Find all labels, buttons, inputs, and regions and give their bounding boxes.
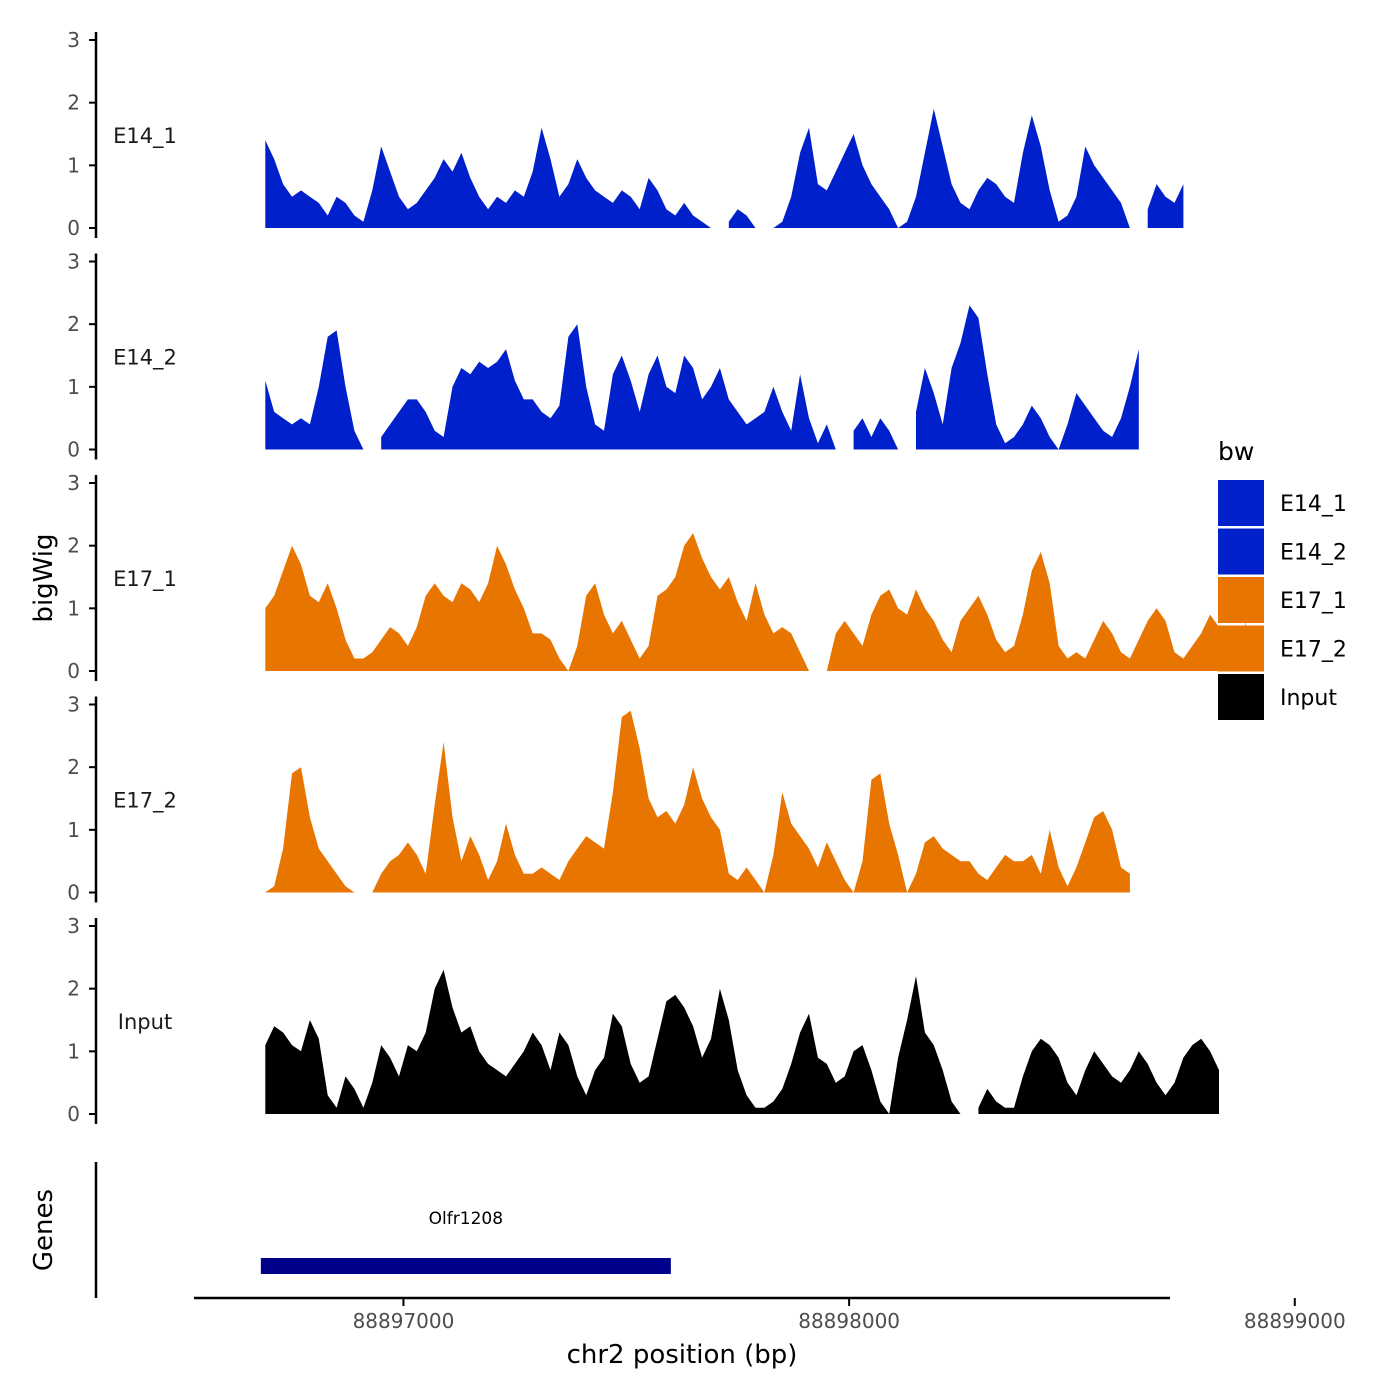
- signal-tracks: 0 1 2 3 E14_1 0 1 2 3 E14_2 0 1 2 3 E17_1 0 1 2 3 E17_2 0 1 2 3…: [67, 28, 1246, 1126]
- signal-area-E14_1: [728, 209, 756, 228]
- y-tick-label: 1: [67, 596, 80, 620]
- y-tick-label: 3: [67, 250, 80, 274]
- y-tick-label: 3: [67, 914, 80, 938]
- y-tick-label: 1: [67, 153, 80, 177]
- signal-area-Input: [978, 1038, 1219, 1114]
- y-tick-label: 2: [67, 534, 80, 558]
- track-label-E14_1: E14_1: [113, 124, 177, 149]
- legend-swatch-E14_2: [1218, 528, 1264, 575]
- legend-label-E14_2: E14_2: [1280, 541, 1347, 566]
- legend-label-E17_2: E17_2: [1280, 638, 1347, 663]
- x-axis: 88897000 88898000 88899000 chr2 position (…: [194, 1296, 1346, 1370]
- legend-label-E17_1: E17_1: [1280, 589, 1347, 614]
- legend-swatch-E17_2: [1218, 625, 1264, 672]
- track-label-E17_2: E17_2: [113, 789, 177, 814]
- signal-area-E14_2: [265, 330, 364, 450]
- y-tick-label: 2: [67, 977, 80, 1001]
- y-tick-label: 2: [67, 91, 80, 115]
- signal-area-E14_2: [853, 418, 899, 450]
- y-tick-label: 1: [67, 818, 80, 842]
- x-tick-label: 88897000: [353, 1309, 455, 1333]
- signal-area-E14_2: [381, 324, 836, 450]
- legend-swatch-E17_1: [1218, 577, 1264, 623]
- y-tick-label: 0: [67, 1102, 80, 1126]
- track-E14_1: 0 1 2 3 E14_1: [67, 28, 1184, 240]
- legend-swatch-Input: [1218, 674, 1264, 720]
- track-E17_1: 0 1 2 3 E17_1: [67, 471, 1246, 683]
- track-label-E14_2: E14_2: [113, 346, 177, 371]
- track-label-Input: Input: [118, 1010, 172, 1034]
- y-tick-label: 3: [67, 693, 80, 717]
- y-axis-title: bigWig: [29, 533, 59, 622]
- y-tick-label: 1: [67, 375, 80, 399]
- signal-area-E17_1: [826, 551, 1246, 671]
- y-tick-label: 3: [67, 471, 80, 495]
- signal-area-Input: [265, 969, 961, 1114]
- y-tick-label: 2: [67, 312, 80, 336]
- track-Input: 0 1 2 3 Input: [67, 914, 1219, 1126]
- legend-swatch-E14_1: [1218, 480, 1264, 526]
- x-tick-label: 88899000: [1244, 1309, 1346, 1333]
- y-tick-label: 0: [67, 881, 80, 905]
- genes-panel: Genes Olfr1208: [29, 1162, 671, 1298]
- signal-area-E17_2: [372, 710, 1130, 893]
- y-tick-label: 2: [67, 755, 80, 779]
- track-E17_2: 0 1 2 3 E17_2: [67, 693, 1130, 905]
- legend-label-E14_1: E14_1: [1280, 492, 1347, 517]
- y-tick-label: 1: [67, 1039, 80, 1063]
- signal-area-E14_1: [265, 127, 711, 228]
- legend: bw E14_1 E14_2 E17_1 E17_2 Input: [1218, 437, 1347, 720]
- signal-area-E14_1: [1147, 184, 1184, 228]
- signal-area-E17_1: [265, 533, 809, 671]
- track-E14_2: 0 1 2 3 E14_2: [67, 250, 1139, 462]
- signal-area-E14_1: [773, 108, 1130, 228]
- y-tick-label: 0: [67, 216, 80, 240]
- x-tick-label: 88898000: [798, 1309, 900, 1333]
- y-tick-label: 0: [67, 438, 80, 462]
- track-label-E17_1: E17_1: [113, 567, 177, 592]
- genes-track-title: Genes: [29, 1189, 59, 1271]
- legend-label-Input: Input: [1280, 686, 1337, 711]
- signal-area-E17_2: [265, 767, 355, 893]
- legend-title: bw: [1218, 437, 1254, 466]
- x-axis-title: chr2 position (bp): [567, 1340, 798, 1370]
- signal-area-E14_2: [916, 305, 1139, 450]
- y-tick-label: 3: [67, 28, 80, 52]
- gene-label-Olfr1208: Olfr1208: [429, 1209, 503, 1229]
- gene-bar-Olfr1208: [260, 1258, 671, 1274]
- y-tick-label: 0: [67, 659, 80, 683]
